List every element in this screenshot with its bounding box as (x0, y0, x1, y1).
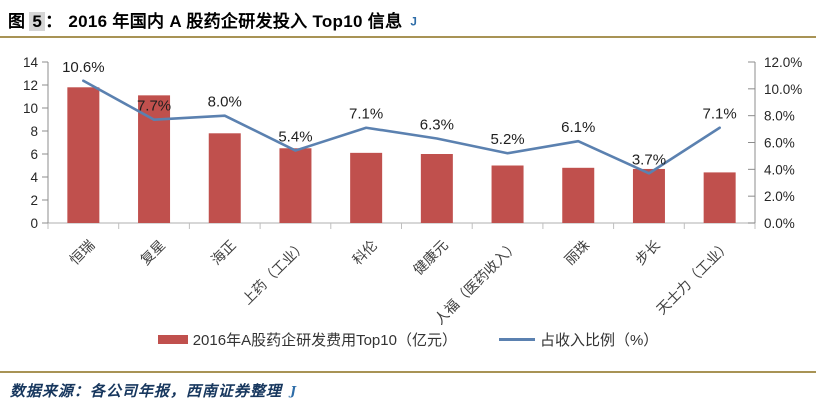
line-point-label: 7.1% (703, 106, 737, 123)
rd-spend-bar (208, 133, 241, 223)
line-point-label: 8.0% (208, 94, 242, 111)
category-label: 科伦 (349, 237, 380, 268)
category-label: 丽珠 (561, 237, 592, 268)
return-anchor-icon: J (410, 14, 418, 29)
left-y-tick-label: 0 (30, 216, 38, 231)
category-label: 天士力（工业） (653, 237, 734, 318)
left-y-tick-label: 8 (30, 124, 38, 139)
figure-number: 5 (29, 12, 46, 31)
line-point-label: 6.1% (561, 119, 595, 136)
right-y-tick-label: 8.0% (764, 109, 795, 124)
chart-legend: 2016年A股药企研发费用Top10（亿元） 占收入比例（%） (0, 328, 816, 350)
line-point-label: 3.7% (632, 151, 666, 168)
rd-spend-bar (703, 172, 736, 223)
rd-spend-bar (138, 95, 171, 223)
line-point-label: 5.2% (490, 131, 524, 148)
rd-spend-bar (67, 87, 100, 223)
category-label: 健康元 (410, 237, 451, 278)
left-y-tick-label: 10 (23, 101, 38, 116)
category-label: 恒瑞 (66, 237, 97, 268)
left-y-tick-label: 2 (30, 193, 38, 208)
right-y-tick-label: 10.0% (764, 82, 802, 97)
figure-label-separator: ： (45, 12, 63, 31)
figure-title: 图 5： 2016 年国内 A 股药企研发投入 Top10 信息 J (0, 0, 816, 35)
left-y-tick-label: 12 (23, 78, 38, 93)
data-source-text: 数据来源：各公司年报，西南证券整理 (10, 382, 283, 400)
rd-spend-bar (350, 152, 383, 223)
left-y-tick-label: 4 (30, 170, 38, 185)
category-label: 复星 (137, 237, 168, 268)
right-y-tick-label: 2.0% (764, 189, 795, 204)
right-y-tick-label: 6.0% (764, 136, 795, 151)
data-source-note: 数据来源：各公司年报，西南证券整理 J (0, 373, 816, 401)
right-y-tick-label: 4.0% (764, 162, 795, 177)
combo-chart: 0 2 4 6 8 10 12 14 0.0% 2.0% 4.0% 6.0% 8.0% 10.0% 12.0… (23, 55, 802, 327)
left-y-tick-label: 6 (30, 147, 38, 162)
line-point-label: 7.1% (349, 106, 383, 123)
legend-item-bar-series: 2016年A股药企研发费用Top10（亿元） (157, 329, 457, 350)
figure-title-text: 2016 年国内 A 股药企研发投入 Top10 信息 (68, 12, 403, 31)
rd-spend-bar (279, 148, 312, 223)
category-label: 步长 (632, 237, 663, 268)
line-point-label: 6.3% (420, 116, 454, 133)
category-label: 海正 (208, 237, 239, 268)
footer-divider (0, 371, 816, 373)
figure-label-prefix: 图 (8, 12, 26, 31)
line-point-label: 5.4% (278, 129, 312, 146)
rd-spend-bar (491, 165, 524, 223)
right-y-tick-label: 0.0% (764, 216, 795, 231)
title-divider (0, 36, 816, 38)
rd-spend-bar (562, 167, 595, 223)
rd-spend-bar (420, 154, 453, 223)
category-label: 上药（工业） (239, 237, 310, 308)
line-series-label: 占收入比例（%） (539, 331, 659, 349)
rd-spend-bar (632, 168, 665, 223)
line-point-label: 7.7% (137, 98, 171, 115)
legend-item-line-series: 占收入比例（%） (498, 329, 659, 350)
return-anchor-icon: J (290, 384, 297, 399)
bar-series-label: 2016年A股药企研发费用Top10（亿元） (192, 331, 457, 349)
line-series-swatch-icon (498, 337, 535, 341)
bar-series-swatch-icon (157, 334, 188, 344)
left-y-tick-label: 14 (23, 55, 39, 70)
right-y-tick-label: 12.0% (764, 55, 802, 70)
line-point-label: 10.6% (62, 59, 105, 76)
revenue-share-line (82, 79, 721, 175)
